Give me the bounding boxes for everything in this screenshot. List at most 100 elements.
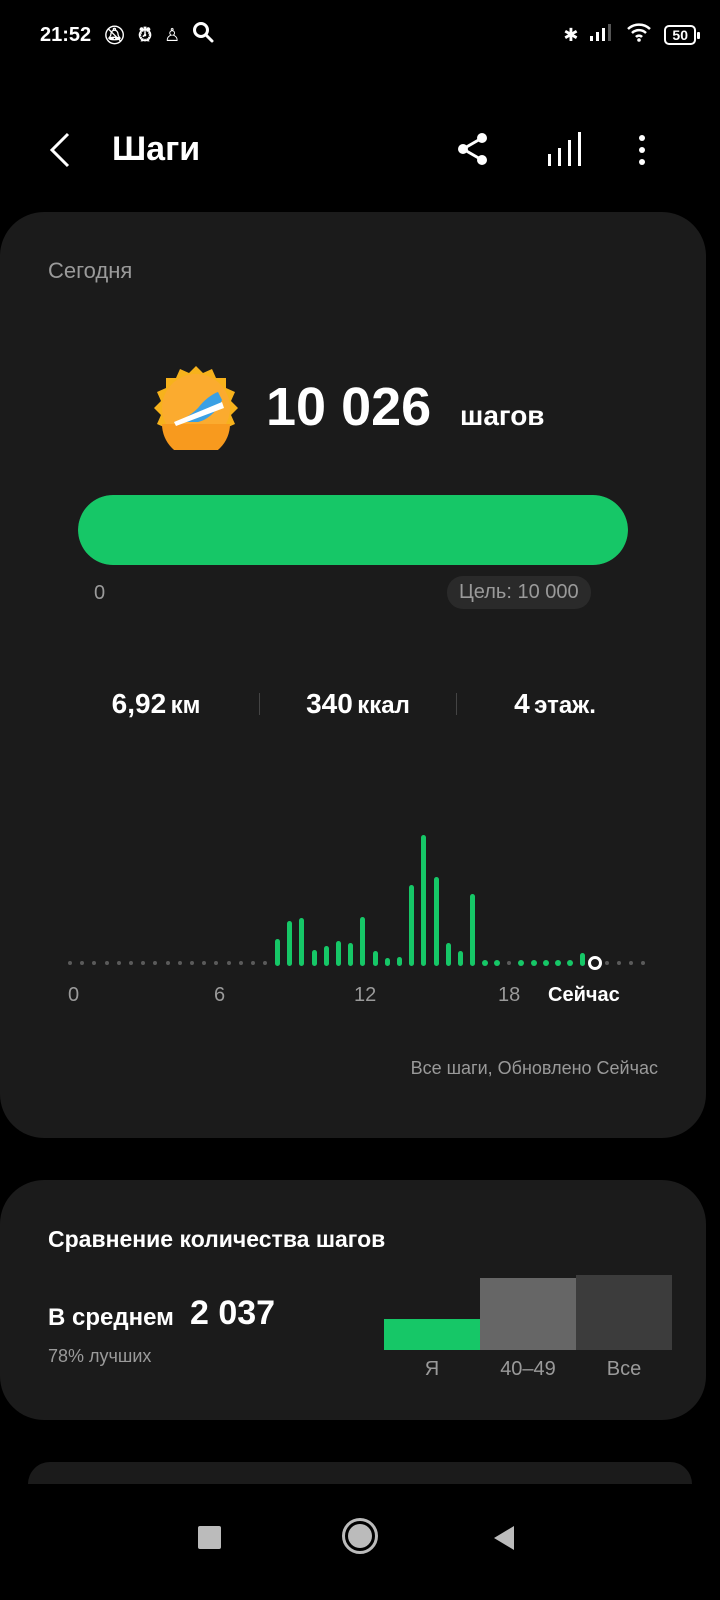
chart-bar [409,884,415,966]
chart-bar [445,943,451,966]
bar-label: Я [424,1358,440,1380]
average-label: В среднем [48,1304,174,1331]
chart-bar [287,921,293,966]
chart-empty-slot [116,961,121,965]
bar-label: 40–49 [500,1358,556,1380]
chart-bar [421,835,427,966]
x-tick: 18 [498,984,521,1006]
clock: 21:52 [40,23,92,46]
chart-empty-slot [507,961,512,965]
chart-empty-slot [129,961,133,965]
today-label: Сегодня [48,258,133,283]
chart-empty-slot [251,961,255,965]
percentile: 78% лучших [48,1346,152,1366]
current-time-marker [587,956,602,970]
goal-badge[interactable]: Цель: 10 000 [447,576,591,609]
comparison-card[interactable]: Сравнение количества шагов В среднем 2 0… [0,1180,706,1420]
chart-bar [433,876,439,966]
update-note: Все шаги, Обновлено Сейчас [410,1058,658,1078]
chart-empty-slot [165,961,170,965]
chart-bar [518,960,525,966]
home-circle-icon[interactable] [342,1518,378,1554]
wifi-icon [626,22,652,48]
chart-bar [360,916,366,966]
status-bar: 21:52 🔕︎ ⏰︎ ♙ ✱ 50 [40,20,700,50]
chart-bar [384,958,390,966]
battery-icon: 50 [664,25,700,45]
page-title: Шаги [112,130,201,168]
x-tick: 12 [354,984,377,1006]
chart-empty-slot [617,961,621,965]
chart-empty-slot [153,961,158,965]
bar-label: Все [606,1358,642,1380]
chart-empty-slot [238,961,243,965]
progress-min: 0 [94,582,106,604]
chart-bar [481,960,488,966]
shoe-badge-icon [154,366,238,458]
chart-bar [311,949,317,966]
share-button[interactable] [456,132,490,171]
chart-bar [348,942,354,966]
chart-bar [457,951,463,966]
chart-empty-slot [104,961,109,965]
divider [259,693,260,715]
comparison-bar [480,1278,576,1350]
chart-bar [579,953,585,966]
chart-bar [470,894,476,966]
chart-empty-slot [263,961,268,965]
chart-empty-slot [641,961,646,965]
navigation-bar [0,1490,720,1600]
chart-empty-slot [604,961,609,965]
back-button[interactable] [44,130,74,175]
x-tick: 0 [68,984,80,1006]
comparison-bar [384,1318,480,1350]
chart-empty-slot [80,961,85,965]
chart-bar [396,957,402,966]
chart-empty-slot [141,961,146,965]
back-triangle-icon[interactable] [494,1526,514,1550]
mute-bell-icon: 🔕︎ [103,24,127,45]
goal-progress-fill [78,495,628,565]
chart-bar [323,945,329,966]
more-vertical-icon [639,135,645,165]
recents-square-icon[interactable] [198,1526,221,1549]
average-value: 2 037 [190,1294,276,1332]
chart-empty-slot [226,961,231,965]
figure-icon: ♙ [164,24,181,45]
stat-distance: 6,92 км [111,688,201,719]
statistics-button[interactable] [548,132,582,173]
comparison-bar [576,1275,672,1350]
chart-bar [335,940,341,966]
signal-icon [590,23,614,47]
chart-empty-slot [214,961,219,965]
comparison-title: Сравнение количества шагов [48,1226,386,1252]
chart-empty-slot [177,961,182,965]
comparison-chart [384,1272,672,1350]
stat-calories: 340 ккал [306,688,410,719]
today-card[interactable]: Сегодня 10 026 шагов 0 Цель: 10 000 6,92… [0,212,706,1138]
chart-bar [494,960,500,966]
chart-empty-slot [68,961,72,965]
stat-floors: 4 этаж. [514,688,596,719]
next-card-peek [28,1462,692,1484]
more-button[interactable] [636,134,648,171]
chart-empty-slot [92,961,97,965]
hourly-steps-chart[interactable] [0,792,706,1032]
search-icon [192,21,214,49]
chart-empty-slot [190,961,194,965]
chart-bar [542,960,549,966]
x-tick-now: Сейчас [548,984,620,1006]
chart-bar [299,917,305,966]
bluetooth-icon: ✱ [563,24,579,45]
steps-value: 10 026 [266,377,432,437]
goal-progress-bar [78,495,628,565]
bar-chart-icon [548,132,581,166]
chart-bar [530,960,537,966]
chart-bar [372,950,378,966]
chart-bar [274,938,280,966]
chevron-left-icon [49,132,70,168]
chart-bar [555,960,561,966]
x-tick: 6 [214,984,226,1006]
share-icon [458,133,487,165]
steps-unit: шагов [460,400,545,431]
